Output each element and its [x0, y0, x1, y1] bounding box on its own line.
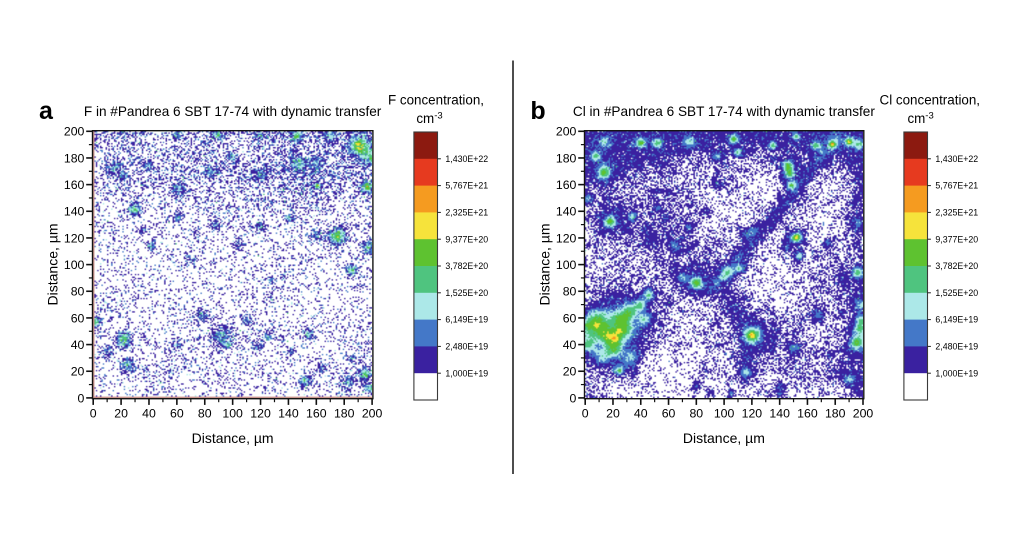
svg-text:Distance, µm: Distance, µm: [683, 430, 765, 446]
svg-text:20: 20: [563, 365, 577, 379]
svg-text:100: 100: [64, 258, 85, 272]
svg-text:b: b: [530, 97, 545, 125]
svg-text:9,377E+20: 9,377E+20: [445, 234, 488, 244]
svg-text:40: 40: [142, 406, 156, 420]
svg-text:60: 60: [71, 311, 85, 325]
svg-text:20: 20: [606, 406, 620, 420]
svg-text:160: 160: [306, 406, 327, 420]
svg-text:cm-3: cm-3: [416, 111, 442, 127]
svg-text:0: 0: [582, 406, 589, 420]
svg-text:180: 180: [64, 151, 85, 165]
svg-text:Distance, µm: Distance, µm: [537, 224, 553, 306]
svg-text:6,149E+19: 6,149E+19: [935, 315, 978, 325]
svg-text:60: 60: [563, 311, 577, 325]
svg-text:1,525E+20: 1,525E+20: [445, 288, 488, 298]
svg-text:120: 120: [742, 406, 763, 420]
svg-text:160: 160: [556, 178, 577, 192]
svg-text:140: 140: [278, 406, 299, 420]
svg-text:6,149E+19: 6,149E+19: [445, 315, 488, 325]
svg-text:160: 160: [797, 406, 818, 420]
svg-text:100: 100: [714, 406, 735, 420]
svg-text:1,000E+19: 1,000E+19: [935, 368, 978, 378]
svg-text:80: 80: [198, 406, 212, 420]
svg-text:20: 20: [114, 406, 128, 420]
svg-text:1,430E+22: 1,430E+22: [935, 154, 978, 164]
svg-text:160: 160: [64, 178, 85, 192]
svg-text:5,767E+21: 5,767E+21: [445, 181, 488, 191]
svg-text:9,377E+20: 9,377E+20: [935, 234, 978, 244]
svg-text:100: 100: [556, 258, 577, 272]
svg-text:20: 20: [71, 365, 85, 379]
svg-text:140: 140: [769, 406, 790, 420]
svg-text:0: 0: [90, 406, 97, 420]
svg-text:cm-3: cm-3: [907, 111, 933, 127]
svg-text:40: 40: [634, 406, 648, 420]
svg-text:40: 40: [71, 338, 85, 352]
svg-text:120: 120: [64, 231, 85, 245]
svg-text:180: 180: [825, 406, 846, 420]
svg-text:180: 180: [334, 406, 355, 420]
svg-text:3,782E+20: 3,782E+20: [935, 261, 978, 271]
svg-text:0: 0: [570, 391, 577, 405]
svg-text:Cl concentration,: Cl concentration,: [880, 93, 980, 108]
svg-text:140: 140: [64, 205, 85, 219]
svg-text:80: 80: [563, 285, 577, 299]
svg-text:F concentration,: F concentration,: [388, 93, 484, 108]
svg-text:Distance, µm: Distance, µm: [45, 224, 61, 306]
svg-text:Cl in #Pandrea 6 SBT 17-74 wit: Cl in #Pandrea 6 SBT 17-74 with dynamic …: [573, 104, 875, 119]
svg-text:40: 40: [563, 338, 577, 352]
svg-text:60: 60: [662, 406, 676, 420]
svg-text:200: 200: [853, 406, 874, 420]
svg-text:100: 100: [222, 406, 243, 420]
svg-text:200: 200: [556, 125, 577, 139]
svg-text:2,480E+19: 2,480E+19: [445, 342, 488, 352]
svg-text:60: 60: [170, 406, 184, 420]
svg-text:0: 0: [78, 391, 85, 405]
svg-text:Distance, µm: Distance, µm: [192, 430, 274, 446]
svg-text:3,782E+20: 3,782E+20: [445, 261, 488, 271]
svg-text:5,767E+21: 5,767E+21: [935, 181, 978, 191]
svg-text:180: 180: [556, 151, 577, 165]
svg-text:80: 80: [689, 406, 703, 420]
svg-text:80: 80: [71, 285, 85, 299]
svg-text:120: 120: [556, 231, 577, 245]
svg-text:2,480E+19: 2,480E+19: [935, 342, 978, 352]
svg-text:1,525E+20: 1,525E+20: [935, 288, 978, 298]
svg-text:200: 200: [362, 406, 383, 420]
svg-text:a: a: [39, 97, 54, 125]
svg-text:140: 140: [556, 205, 577, 219]
svg-text:2,325E+21: 2,325E+21: [445, 208, 488, 218]
svg-text:1,430E+22: 1,430E+22: [445, 154, 488, 164]
svg-text:120: 120: [250, 406, 271, 420]
svg-text:2,325E+21: 2,325E+21: [935, 208, 978, 218]
svg-text:200: 200: [64, 125, 85, 139]
svg-text:1,000E+19: 1,000E+19: [445, 368, 488, 378]
svg-text:F in #Pandrea 6 SBT 17-74 with: F in #Pandrea 6 SBT 17-74 with dynamic t…: [84, 104, 382, 119]
